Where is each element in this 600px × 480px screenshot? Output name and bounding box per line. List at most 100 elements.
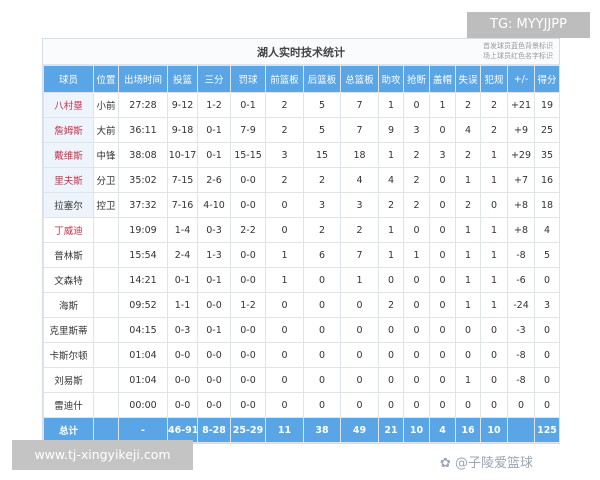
- stat-cell: 5: [303, 117, 341, 143]
- total-cell: 125: [534, 417, 560, 443]
- stat-cell: 0: [403, 342, 430, 368]
- player-name[interactable]: 戴维斯: [43, 142, 94, 168]
- column-header[interactable]: 三分: [197, 65, 231, 93]
- stat-cell: 0: [378, 267, 404, 293]
- stat-cell: 0: [534, 392, 560, 418]
- column-header[interactable]: 罚球: [230, 65, 266, 93]
- player-name[interactable]: 丁威迪: [43, 217, 94, 243]
- stat-cell: 3: [265, 142, 304, 168]
- stat-cell: 1: [429, 92, 456, 118]
- stat-cell: [93, 342, 119, 368]
- stat-cell: 0: [265, 217, 304, 243]
- column-header[interactable]: 盖帽: [429, 65, 456, 93]
- stat-cell: 0: [403, 292, 430, 318]
- player-name[interactable]: 文森特: [43, 267, 94, 293]
- total-cell: 11: [265, 417, 304, 443]
- stat-cell: 0: [265, 367, 304, 393]
- stat-cell: 0: [340, 292, 379, 318]
- stat-cell: 1: [480, 217, 508, 243]
- stat-cell: 1: [455, 217, 481, 243]
- total-cell: 16: [455, 417, 481, 443]
- player-name[interactable]: 刘易斯: [43, 367, 94, 393]
- column-header[interactable]: 后篮板: [303, 65, 341, 93]
- stat-cell: 0: [455, 342, 481, 368]
- total-cell: 10: [480, 417, 508, 443]
- total-cell: 8-28: [197, 417, 231, 443]
- stat-cell: 3: [429, 142, 456, 168]
- stat-cell: 7: [340, 117, 379, 143]
- stat-cell: 2: [265, 167, 304, 193]
- stat-cell: 0-1: [197, 117, 231, 143]
- stat-cell: 0: [265, 392, 304, 418]
- stat-cell: 2-4: [167, 242, 198, 268]
- stat-cell: 0: [265, 292, 304, 318]
- column-header[interactable]: 犯规: [480, 65, 508, 93]
- stat-cell: 0-0: [197, 367, 231, 393]
- stat-cell: [93, 292, 119, 318]
- stat-cell: 0-0: [230, 317, 266, 343]
- stat-cell: 7-15: [167, 167, 198, 193]
- player-name[interactable]: 普林斯: [43, 242, 94, 268]
- stat-cell: 0: [303, 292, 341, 318]
- stat-cell: 0-1: [197, 142, 231, 168]
- stat-cell: 0: [455, 317, 481, 343]
- stat-cell: 0: [429, 242, 456, 268]
- stat-cell: 0-1: [197, 317, 231, 343]
- stat-cell: 0-0: [197, 392, 231, 418]
- player-name[interactable]: 雷迪什: [43, 392, 94, 418]
- player-name[interactable]: 拉塞尔: [43, 192, 94, 218]
- column-header[interactable]: 位置: [93, 65, 119, 93]
- stat-cell: 1-1: [167, 292, 198, 318]
- page-title: 湖人实时技术统计: [257, 46, 345, 59]
- stat-cell: 1: [455, 292, 481, 318]
- stat-cell: 9: [378, 117, 404, 143]
- player-name[interactable]: 卡斯尔顿: [43, 342, 94, 368]
- box-score-table: 球员 位置 出场时间 投篮 三分 罚球 前篮板 后篮板 总篮板 助攻 抢断 盖帽 失误 犯规 +/- 得分 八…: [43, 65, 560, 443]
- stat-cell: 0: [480, 342, 508, 368]
- column-header[interactable]: +/-: [507, 65, 535, 93]
- stat-cell: 2: [378, 192, 404, 218]
- stat-cell: 1: [378, 242, 404, 268]
- column-header[interactable]: 助攻: [378, 65, 404, 93]
- column-header[interactable]: 抢断: [403, 65, 430, 93]
- title-bar: 湖人实时技术统计 首发球员蓝色背景标识 场上球员红色名字标识: [43, 39, 559, 65]
- column-header[interactable]: 得分: [534, 65, 560, 93]
- total-cell: 38: [303, 417, 341, 443]
- table-row: 丁威迪 19:09 1-4 0-3 2-2 0 2 2 1 0 0 1 1 +8 4: [43, 217, 560, 243]
- stat-cell: 0: [429, 117, 456, 143]
- stat-cell: 0: [340, 317, 379, 343]
- stat-cell: -8: [507, 242, 535, 268]
- stat-cell: 0: [480, 317, 508, 343]
- player-name[interactable]: 里夫斯: [43, 167, 94, 193]
- table-row: 卡斯尔顿 01:04 0-0 0-0 0-0 0 0 0 0 0 0 0 0 -8 0: [43, 342, 560, 368]
- stat-cell: 2: [403, 192, 430, 218]
- stat-cell: 1: [480, 142, 508, 168]
- stat-cell: 0: [303, 317, 341, 343]
- stat-cell: 1-3: [197, 242, 231, 268]
- player-name[interactable]: 海斯: [43, 292, 94, 318]
- column-header[interactable]: 前篮板: [265, 65, 304, 93]
- player-name[interactable]: 八村塁: [43, 92, 94, 118]
- column-header[interactable]: 球员: [43, 65, 94, 93]
- column-header[interactable]: 失误: [455, 65, 481, 93]
- stat-cell: 1: [265, 242, 304, 268]
- column-header[interactable]: 总篮板: [340, 65, 379, 93]
- stat-cell: +8: [507, 217, 535, 243]
- stat-cell: 分卫: [93, 167, 119, 193]
- stat-cell: 15:54: [118, 242, 168, 268]
- stat-cell: 10-17: [167, 142, 198, 168]
- stat-cell: 0-0: [167, 342, 198, 368]
- column-header[interactable]: 出场时间: [118, 65, 168, 93]
- player-name[interactable]: 詹姆斯: [43, 117, 94, 143]
- stat-cell: 2: [303, 167, 341, 193]
- stat-cell: 0-3: [197, 217, 231, 243]
- stat-cell: 2: [403, 167, 430, 193]
- table-row: 里夫斯 分卫 35:02 7-15 2-6 0-0 2 2 4 4 2 0 1 1 +7 16: [43, 167, 560, 193]
- column-header[interactable]: 投篮: [167, 65, 198, 93]
- stat-cell: -24: [507, 292, 535, 318]
- stat-cell: 0: [429, 267, 456, 293]
- stat-cell: 0-3: [167, 317, 198, 343]
- stat-cell: 0-0: [230, 367, 266, 393]
- player-name[interactable]: 克里斯蒂: [43, 317, 94, 343]
- stat-cell: 00:00: [118, 392, 168, 418]
